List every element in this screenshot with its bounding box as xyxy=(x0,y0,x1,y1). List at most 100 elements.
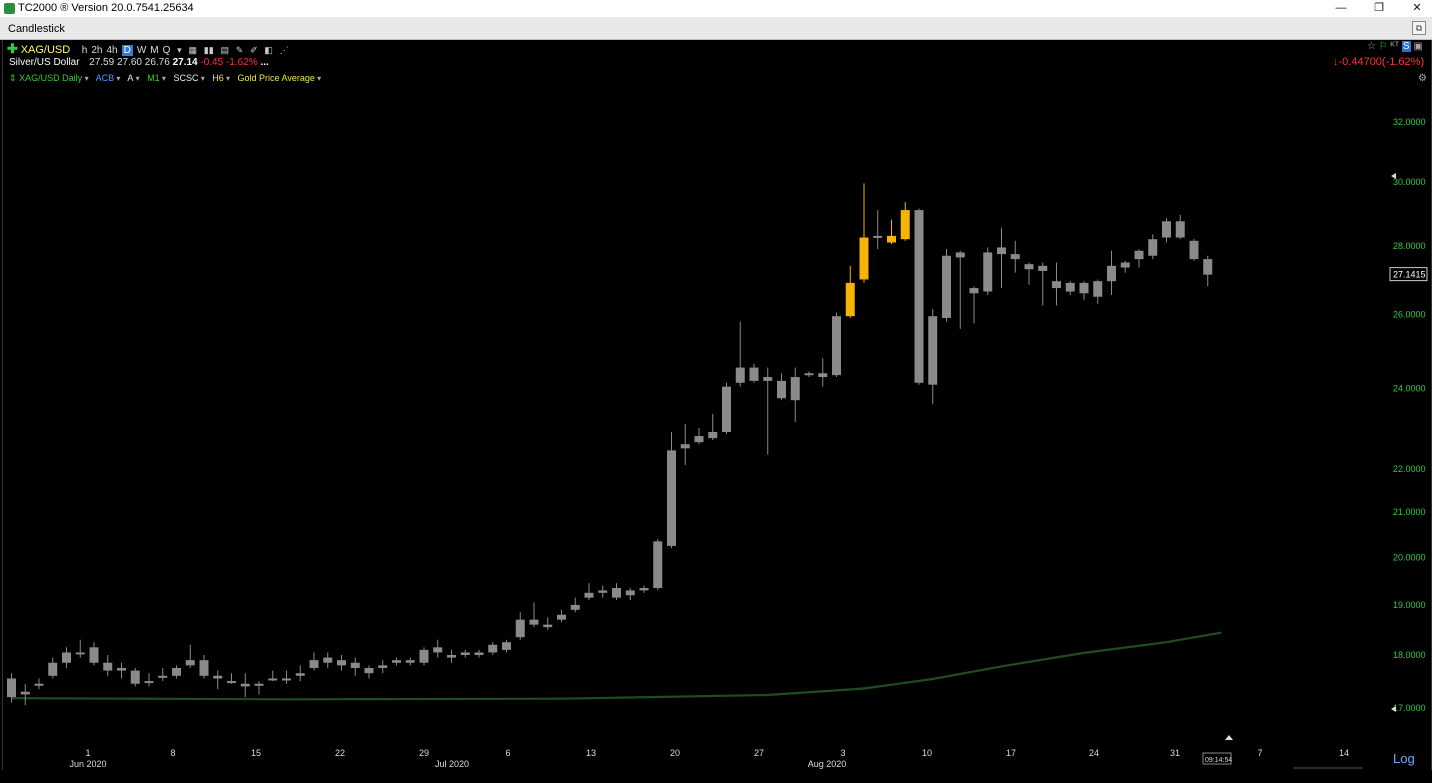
indicator-a[interactable]: A xyxy=(127,73,134,83)
minimize-button[interactable]: — xyxy=(1335,2,1347,14)
candle-body xyxy=(213,675,223,679)
right-toolbar: ☆ ⚐ ᴷᵀ S ▣ xyxy=(1367,41,1423,52)
quote-row: Silver/US Dollar 27.59 27.60 26.76 27.14… xyxy=(9,57,269,68)
candle-body xyxy=(1010,254,1020,260)
x-tick-label: 13 xyxy=(586,748,596,758)
log-scale-toggle[interactable]: Log xyxy=(1393,751,1415,766)
axis-marker-icon xyxy=(1391,173,1396,179)
timeframe-h[interactable]: h xyxy=(81,45,88,56)
indicator-h6[interactable]: H6 xyxy=(212,73,224,83)
pencil-icon[interactable]: ✎ xyxy=(235,45,244,55)
x-tick-label: 7 xyxy=(1257,748,1262,758)
indicator-acb[interactable]: ACB xyxy=(95,73,115,83)
instrument-name: Silver/US Dollar xyxy=(9,57,80,68)
candle-body xyxy=(1189,240,1199,260)
candle-body xyxy=(433,647,443,653)
flag-icon[interactable]: ⚐ xyxy=(1378,41,1388,52)
timeframe-4h[interactable]: 4h xyxy=(106,45,118,56)
chart-window-title: Candlestick xyxy=(8,23,65,35)
candle-body xyxy=(392,660,401,663)
candle-body xyxy=(1203,259,1213,275)
share-icon[interactable]: ⋰ xyxy=(279,45,289,55)
watchlist-icon[interactable]: ▤ xyxy=(220,45,229,55)
x-tick-label: 15 xyxy=(251,748,261,758)
last-price-label: 27.1415 xyxy=(1393,270,1426,280)
candle-body xyxy=(20,691,30,695)
candle-body xyxy=(323,657,333,663)
candle-body xyxy=(680,444,690,449)
time-label: 09:14:54 xyxy=(1205,757,1232,764)
indicator-gold-price-average[interactable]: Gold Price Average xyxy=(237,73,315,83)
candle-body xyxy=(240,683,250,687)
candle-body xyxy=(172,667,181,676)
quote-change: -0.45 xyxy=(200,57,224,68)
timeframe-M[interactable]: M xyxy=(150,45,159,56)
candle-body xyxy=(337,660,346,666)
candle-body xyxy=(763,377,773,381)
drawing-tools-icon[interactable]: ▦ xyxy=(188,45,197,55)
indicator-scsc[interactable]: SCSC xyxy=(173,73,199,83)
candle-body xyxy=(1038,265,1048,271)
social-icon[interactable]: S xyxy=(1401,41,1411,52)
app-title: TC2000 ® Version 20.0.7541.25634 xyxy=(18,2,194,14)
candle-body xyxy=(667,450,676,546)
x-tick-label: 1 xyxy=(85,748,90,758)
timeframe-D[interactable]: D xyxy=(121,45,133,56)
candle-body xyxy=(447,655,456,658)
candle-body xyxy=(969,288,979,294)
quote-low: 26.76 xyxy=(144,57,170,68)
x-tick-label: 20 xyxy=(670,748,680,758)
layout-icon[interactable]: ◧ xyxy=(264,45,273,55)
chart-window-header: Candlestick ⧉ xyxy=(0,17,1432,40)
candle-body xyxy=(460,652,470,656)
candle-body xyxy=(873,235,883,238)
candle-body xyxy=(350,662,360,668)
candle-body xyxy=(887,235,896,243)
symbol-label[interactable]: XAG/USD xyxy=(20,44,71,56)
candle-body xyxy=(832,316,841,376)
star-icon[interactable]: ☆ xyxy=(1367,41,1376,52)
dropdown-caret-icon[interactable]: ▾ xyxy=(177,45,182,55)
pencil-alt-icon[interactable]: ✐ xyxy=(250,45,258,55)
bar-style-icon[interactable]: ▮▮ xyxy=(203,45,214,55)
x-tick-label: 14 xyxy=(1339,748,1349,758)
candle-body xyxy=(845,282,855,317)
y-tick-label: 26.0000 xyxy=(1393,309,1426,319)
timeframe-Q[interactable]: Q xyxy=(162,45,171,56)
timeframe-W[interactable]: W xyxy=(136,45,147,56)
x-tick-label: 31 xyxy=(1170,748,1180,758)
timeframe-2h[interactable]: 2h xyxy=(91,45,103,56)
candle-body xyxy=(777,380,786,399)
indicator-m1[interactable]: M1 xyxy=(147,73,160,83)
arrows-icon[interactable]: ⇕ xyxy=(9,73,17,83)
axis-marker-icon xyxy=(1391,706,1396,712)
candle-body xyxy=(48,662,58,676)
add-symbol-icon[interactable]: ✚ xyxy=(7,41,18,56)
candle-body xyxy=(502,642,511,650)
candle-body xyxy=(983,252,993,292)
close-button[interactable]: ✕ xyxy=(1412,2,1422,14)
chart-area[interactable]: 32.0000 30.0000 28.0000 26.0000 24.0000 22.00… xyxy=(2,40,1432,770)
candlestick-chart[interactable]: 32.0000 30.0000 28.0000 26.0000 24.0000 22.00… xyxy=(3,40,1431,770)
candle-body xyxy=(997,247,1006,255)
maximize-button[interactable]: ❐ xyxy=(1374,2,1384,14)
more-button[interactable]: ... xyxy=(260,57,269,68)
restore-window-icon[interactable]: ⧉ xyxy=(1412,21,1426,35)
y-tick-label: 19.0000 xyxy=(1393,600,1426,610)
x-tick-label: 24 xyxy=(1089,748,1099,758)
candle-body xyxy=(227,681,236,684)
app-icon xyxy=(4,3,15,14)
x-month-label: Aug 2020 xyxy=(808,759,847,769)
candle-body xyxy=(254,683,264,686)
indicator-main[interactable]: XAG/USD Daily xyxy=(19,73,83,83)
candle-body xyxy=(859,237,869,280)
candle-body xyxy=(1052,281,1061,289)
candle-body xyxy=(955,252,965,258)
expand-icon[interactable]: ▣ xyxy=(1413,41,1423,52)
y-tick-label: 24.0000 xyxy=(1393,384,1426,394)
candle-body xyxy=(268,678,278,681)
x-tick-label: 10 xyxy=(922,748,932,758)
settings-icon[interactable]: ⚙ xyxy=(1418,73,1427,84)
kt-icon[interactable]: ᴷᵀ xyxy=(1390,41,1400,52)
candle-body xyxy=(1079,282,1089,294)
